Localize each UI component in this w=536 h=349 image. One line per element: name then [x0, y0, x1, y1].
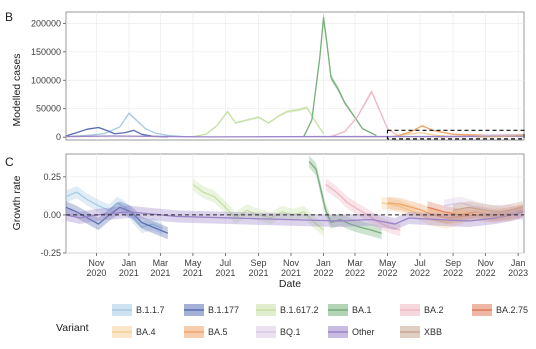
x-tick-label-month: Nov: [88, 258, 105, 268]
series-line-ba-2: [330, 90, 399, 138]
legend-label: BA.1: [352, 305, 372, 315]
x-tick-label-month: May: [184, 258, 202, 268]
panel-b-label: B: [5, 10, 13, 24]
x-tick-label-year: 2021: [183, 268, 203, 278]
x-tick-label-year: 2022: [377, 268, 397, 278]
legend-label: B.1.1.7: [136, 305, 165, 315]
x-tick-label-year: 2021: [281, 268, 301, 278]
panel-c-chart: -0.250.000.25Nov2020Jan2021Mar2021May202…: [40, 153, 528, 278]
x-tick-label-year: 2022: [476, 268, 496, 278]
series-line-b-1-1-7: [71, 112, 193, 138]
legend: B.1.1.7 B.1.177 B.1.617.2 BA.1 BA.2 BA.2.75 BA…: [112, 304, 528, 338]
panel-b-ylabel: Modelled cases: [11, 54, 23, 127]
x-tick-label-month: Sep: [250, 258, 266, 268]
series-line-ba-4: [381, 202, 464, 224]
x-tick-label-year: 2021: [119, 268, 139, 278]
x-tick-label-year: 2022: [443, 268, 463, 278]
legend-label: BA.5: [208, 327, 228, 337]
ribbon-other: [66, 205, 523, 231]
y-tick-label: 0.25: [43, 172, 61, 182]
x-tick-label-month: Jan: [316, 258, 331, 268]
x-tick-label-year: 2023: [508, 268, 528, 278]
series-line-other: [65, 135, 523, 138]
legend-label: XBB: [424, 327, 442, 337]
series-line-ba-2-75: [427, 206, 524, 216]
x-tick-label-month: Jul: [220, 258, 232, 268]
legend-label: B.1.177: [208, 305, 239, 315]
series-line-ba-2: [325, 183, 401, 231]
legend-label: BQ.1: [280, 327, 301, 337]
y-tick-label: 100000: [31, 75, 61, 85]
y-tick-label: -0.25: [40, 248, 61, 258]
x-tick-label-month: Sep: [445, 258, 461, 268]
x-tick-label-month: Mar: [153, 258, 169, 268]
y-tick-label: 200000: [31, 18, 61, 28]
x-tick-label-year: 2022: [314, 268, 334, 278]
x-tick-label-month: Nov: [478, 258, 495, 268]
y-tick-label: 150000: [31, 47, 61, 57]
series-line-xbb: [452, 206, 524, 213]
series-line-b-1-1-7: [65, 191, 163, 230]
panel-c-ylabel: Growth rate: [11, 175, 23, 230]
ribbon-ba-5: [387, 196, 523, 225]
series-line-b-1-177: [65, 126, 168, 138]
panel-b-chart: 0 50000 100000 150000 200000: [31, 11, 525, 142]
series-line-other: [65, 211, 524, 225]
series-line-ba-5: [387, 202, 524, 219]
legend-label: Other: [352, 327, 375, 337]
series-line-b-1-617-2: [192, 106, 325, 138]
x-tick-label-year: 2021: [150, 268, 170, 278]
x-tick-label-month: Mar: [347, 258, 363, 268]
legend-title: Variant: [56, 322, 89, 334]
x-tick-label-month: Jan: [122, 258, 137, 268]
y-tick-label: 0: [56, 132, 61, 142]
x-tick-label-year: 2022: [345, 268, 365, 278]
panel-frame: [65, 11, 525, 141]
legend-label: BA.2.75: [496, 305, 528, 315]
series-line-xbb: [476, 134, 523, 138]
x-tick-label-month: Nov: [283, 258, 300, 268]
y-tick-label: 0.00: [43, 210, 61, 220]
x-tick-label-month: Jul: [414, 258, 426, 268]
x-tick-label-year: 2021: [248, 268, 268, 278]
x-tick-label-month: Jan: [511, 258, 526, 268]
legend-label: BA.2: [424, 305, 444, 315]
panel-frame: [65, 153, 525, 254]
x-tick-label-year: 2020: [86, 268, 106, 278]
highlight-box: [386, 129, 525, 140]
x-tick-label-year: 2021: [215, 268, 235, 278]
x-axis-label: Date: [279, 278, 301, 290]
ribbon-xbb: [453, 201, 523, 218]
x-tick-label-year: 2022: [410, 268, 430, 278]
ribbon-ba-1: [309, 155, 382, 240]
y-tick-label: 50000: [36, 104, 61, 114]
ribbon-b-1-617-2: [192, 178, 324, 237]
legend-label: B.1.617.2: [280, 305, 319, 315]
x-tick-label-month: May: [379, 258, 397, 268]
panel-c-label: C: [5, 155, 14, 169]
legend-label: BA.4: [136, 327, 156, 337]
